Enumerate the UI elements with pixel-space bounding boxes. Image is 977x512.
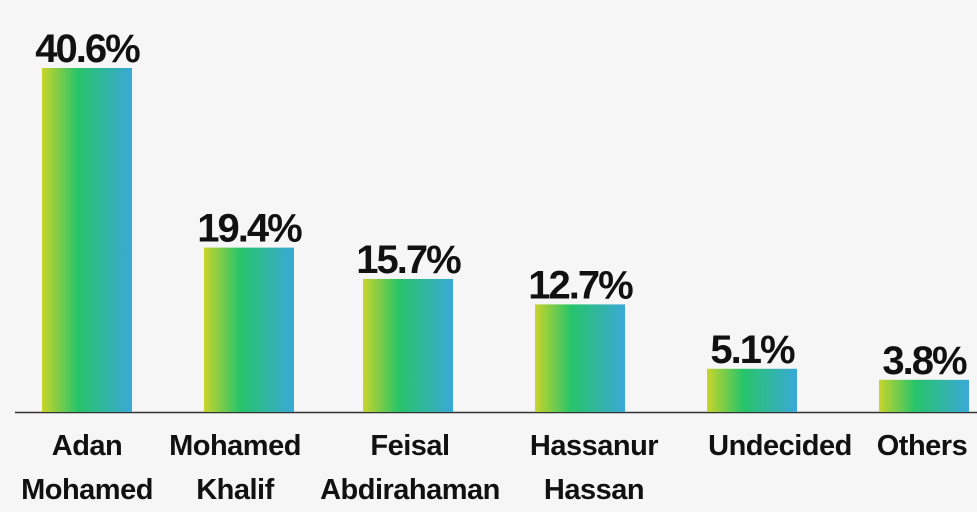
bar — [42, 68, 132, 412]
category-label: Others — [876, 430, 968, 462]
value-label: 12.7% — [528, 263, 633, 307]
category-label: Hassanur Hassan — [529, 430, 659, 506]
value-label: 3.8% — [882, 339, 967, 383]
value-label: 19.4% — [197, 207, 302, 251]
value-label: 40.6% — [35, 27, 140, 71]
value-label: 15.7% — [356, 238, 461, 282]
bar — [204, 247, 294, 412]
bar — [707, 368, 797, 412]
category-label: Mohamed Khalif — [169, 430, 301, 506]
category-label: Undecided — [708, 430, 852, 462]
bar — [535, 304, 625, 412]
category-label: Adan Mohamed — [21, 430, 153, 506]
category-label: Feisal Abdirahaman — [320, 430, 500, 506]
value-label: 5.1% — [710, 328, 795, 372]
bar — [879, 379, 969, 412]
bar — [363, 278, 453, 412]
